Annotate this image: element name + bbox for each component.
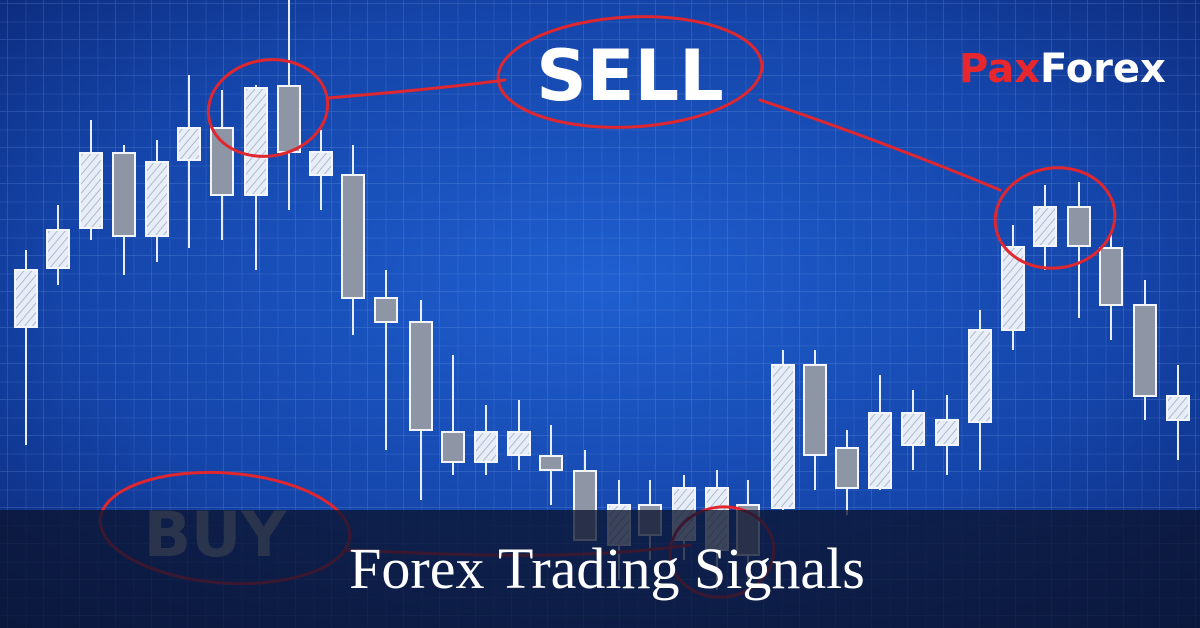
logo-forex: Forex xyxy=(1040,46,1166,92)
candle-body xyxy=(277,85,301,153)
candle-body xyxy=(1099,247,1123,306)
candle-body xyxy=(46,229,70,269)
candle-body xyxy=(474,431,498,463)
candle-body xyxy=(441,431,465,463)
logo: Pax Forex xyxy=(959,46,1166,92)
candle-body xyxy=(1067,206,1091,247)
candle-body xyxy=(771,364,795,509)
candle-body xyxy=(868,412,892,489)
candle-body xyxy=(177,127,201,161)
candle-body xyxy=(309,151,333,176)
candle-body xyxy=(112,152,136,237)
title-band xyxy=(0,510,1200,628)
candle-body xyxy=(1133,304,1157,397)
candle-body xyxy=(835,447,859,489)
candle-body xyxy=(507,431,531,456)
candle-body xyxy=(539,455,563,471)
candle-body xyxy=(409,321,433,431)
candle-body xyxy=(244,87,268,196)
candle-body xyxy=(341,174,365,299)
banner-title: Forex Trading Signals xyxy=(349,536,865,601)
candle-body xyxy=(968,329,992,423)
candle-body xyxy=(210,127,234,196)
candle-body xyxy=(14,269,38,328)
sell-label: SELL xyxy=(536,35,723,117)
candle-body xyxy=(901,412,925,446)
candle-body xyxy=(145,161,169,237)
candle-body xyxy=(1033,206,1057,247)
candle-body xyxy=(79,152,103,229)
candle-body xyxy=(374,297,398,323)
candle-body xyxy=(803,364,827,456)
candlesticks xyxy=(14,0,1190,590)
candle-body xyxy=(1001,246,1025,331)
candle-body xyxy=(935,419,959,446)
candle-body xyxy=(1166,395,1190,421)
logo-pax: Pax xyxy=(959,46,1040,92)
